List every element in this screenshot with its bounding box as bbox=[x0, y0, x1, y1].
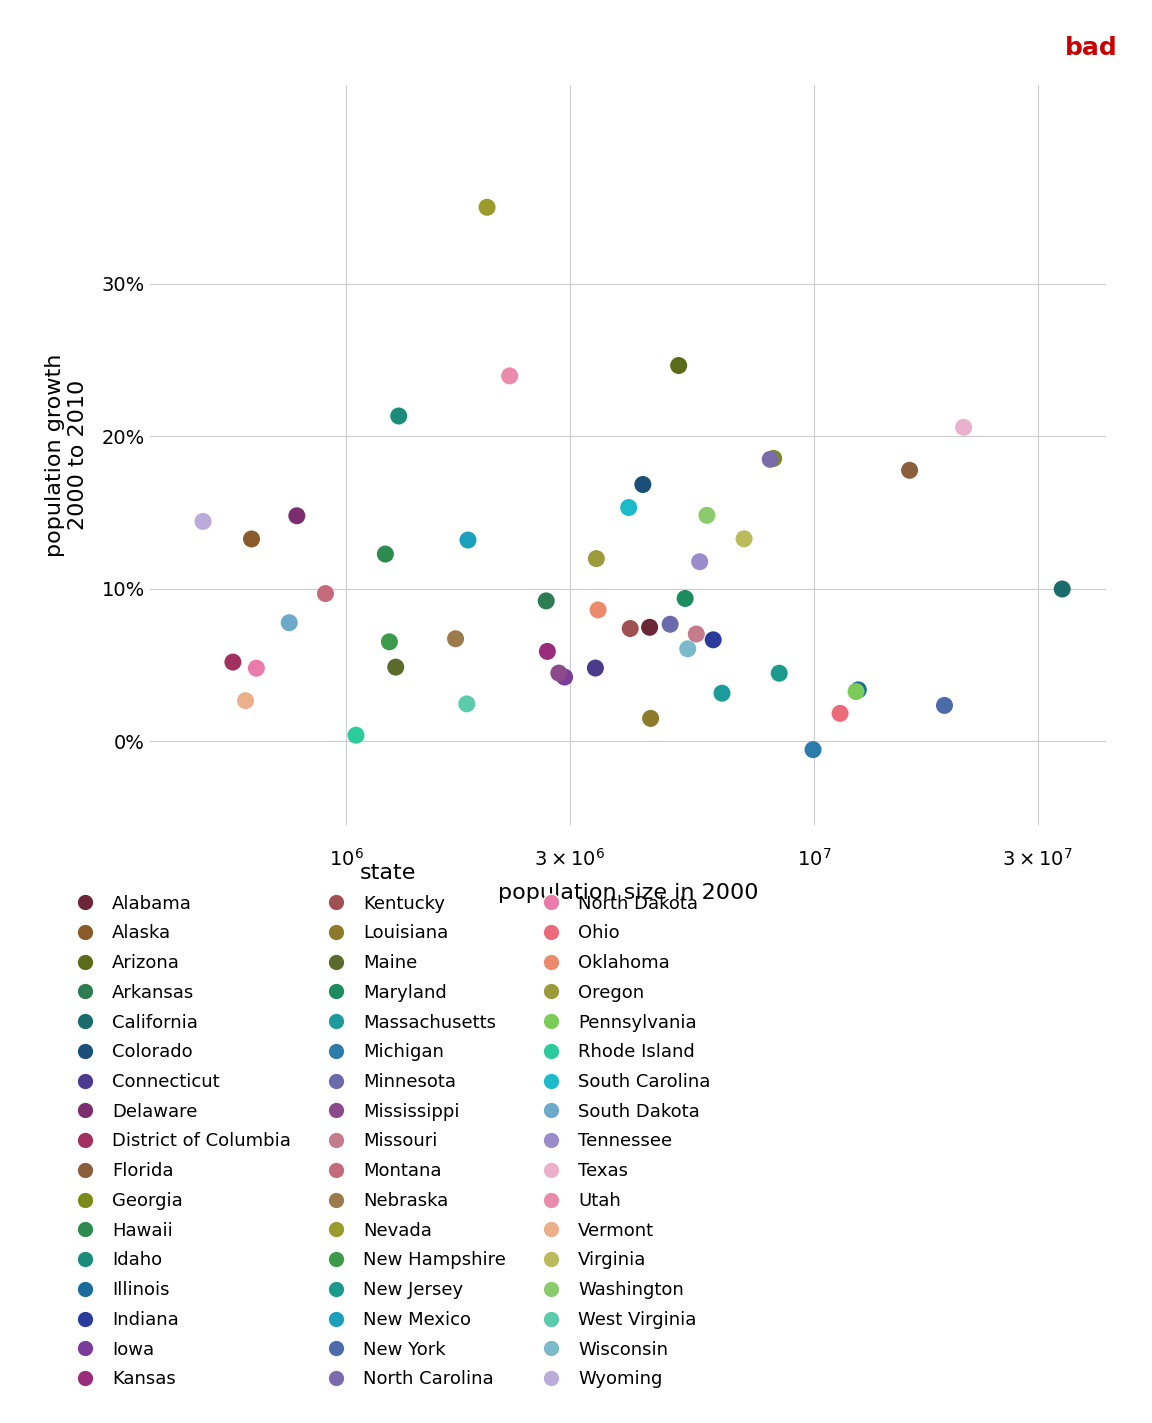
Point bbox=[935, 694, 954, 717]
Point bbox=[621, 618, 639, 640]
Point bbox=[735, 528, 753, 551]
Point bbox=[538, 640, 556, 663]
Point bbox=[588, 548, 606, 571]
Y-axis label: population growth
2000 to 2010: population growth 2000 to 2010 bbox=[45, 354, 88, 556]
Point bbox=[765, 447, 783, 470]
Point bbox=[586, 656, 605, 679]
Point bbox=[194, 509, 212, 532]
Text: $10^7$: $10^7$ bbox=[797, 848, 832, 869]
Point bbox=[634, 472, 652, 495]
Point bbox=[847, 680, 865, 703]
Point bbox=[446, 628, 464, 650]
Point bbox=[901, 460, 919, 482]
Point bbox=[555, 666, 574, 689]
Point bbox=[804, 739, 823, 761]
Text: $3 \times 10^7$: $3 \times 10^7$ bbox=[1002, 848, 1073, 869]
Point bbox=[704, 629, 722, 652]
Point bbox=[377, 542, 395, 565]
Point bbox=[954, 416, 972, 438]
Point bbox=[713, 682, 732, 704]
Point bbox=[661, 613, 680, 636]
Point bbox=[389, 404, 408, 427]
Point bbox=[380, 630, 399, 653]
Point bbox=[457, 693, 476, 716]
Point bbox=[620, 497, 638, 519]
Point bbox=[537, 589, 555, 612]
Point bbox=[641, 616, 659, 639]
Point bbox=[831, 702, 849, 724]
Point bbox=[500, 364, 518, 387]
Text: bad: bad bbox=[1064, 36, 1117, 60]
Legend: Alabama, Alaska, Arizona, Arkansas, California, Colorado, Connecticut, Delaware,: Alabama, Alaska, Arizona, Arkansas, Cali… bbox=[67, 862, 711, 1389]
Text: $10^6$: $10^6$ bbox=[329, 848, 364, 869]
Point bbox=[1053, 578, 1071, 601]
Point bbox=[242, 528, 260, 551]
Point bbox=[690, 551, 708, 573]
Point bbox=[387, 656, 406, 679]
Point bbox=[761, 448, 780, 471]
Point bbox=[288, 504, 306, 527]
Point bbox=[458, 529, 477, 552]
Point bbox=[347, 724, 365, 747]
Point bbox=[698, 504, 717, 527]
Point bbox=[248, 657, 266, 680]
Point bbox=[849, 679, 867, 702]
Point bbox=[236, 689, 255, 712]
Point bbox=[676, 588, 695, 610]
Text: $3 \times 10^6$: $3 \times 10^6$ bbox=[535, 848, 605, 869]
X-axis label: population size in 2000: population size in 2000 bbox=[498, 884, 758, 904]
Point bbox=[223, 650, 242, 673]
Point bbox=[550, 662, 568, 684]
Point bbox=[642, 707, 660, 730]
Point bbox=[770, 662, 788, 684]
Point bbox=[317, 582, 335, 605]
Point bbox=[679, 638, 697, 660]
Point bbox=[589, 599, 607, 622]
Point bbox=[669, 354, 688, 377]
Point bbox=[687, 623, 705, 646]
Point bbox=[280, 612, 298, 635]
Point bbox=[478, 196, 497, 219]
